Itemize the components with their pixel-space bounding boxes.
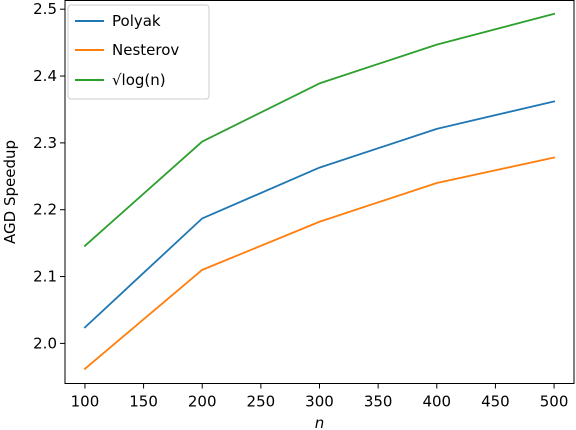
x-tick-label: 450: [481, 393, 510, 411]
series-line-polyak: [83, 100, 556, 329]
x-tick-label: 150: [129, 393, 158, 411]
y-tick-label: 2.4: [33, 67, 57, 85]
series-line-nesterov: [83, 156, 556, 371]
x-tick-label: 100: [71, 393, 100, 411]
x-tick-label: 350: [364, 393, 393, 411]
y-tick-label: 2.5: [33, 0, 57, 18]
y-axis-label: AGD Speedup: [1, 140, 19, 244]
series-lines: [83, 12, 556, 371]
x-tick-label: 400: [422, 393, 451, 411]
x-tick-label: 200: [188, 393, 217, 411]
x-tick-label: 500: [540, 393, 569, 411]
series-line-log-n: [83, 12, 556, 248]
y-axis-ticks: 2.0 2.1 2.2 2.3 2.4 2.5: [33, 0, 65, 352]
legend-label-polyak: Polyak: [112, 12, 161, 30]
x-axis-label: n: [315, 414, 325, 430]
x-axis-ticks: 100 150 200 250 300 350 400 450 500: [71, 383, 569, 411]
y-tick-label: 2.2: [33, 201, 57, 219]
legend-label-nesterov: Nesterov: [112, 41, 179, 59]
y-tick-label: 2.3: [33, 134, 57, 152]
y-tick-label: 2.1: [33, 268, 57, 286]
legend-box: [67, 4, 210, 100]
legend-label-sqrt-log-n: √log(n): [112, 71, 166, 89]
y-tick-label: 2.0: [33, 334, 57, 352]
legend: Polyak Nesterov √log(n): [67, 4, 210, 100]
x-tick-label: 300: [305, 393, 334, 411]
x-tick-label: 250: [247, 393, 276, 411]
